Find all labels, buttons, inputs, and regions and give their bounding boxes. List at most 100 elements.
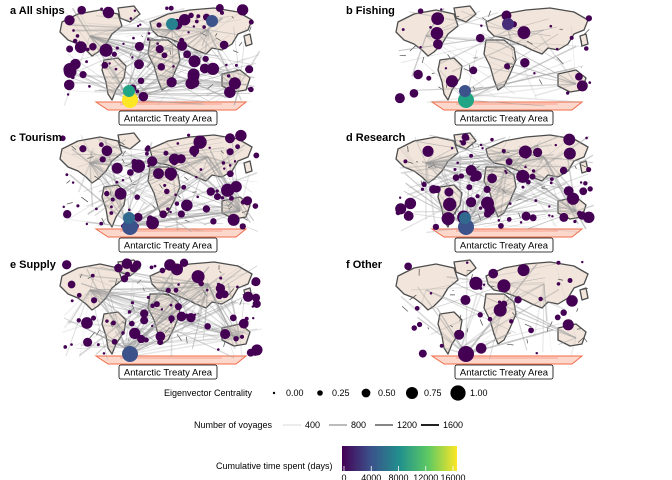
voyage-route (425, 157, 482, 164)
port-node (131, 56, 134, 59)
port-node (79, 71, 87, 79)
ata-label-box (118, 237, 218, 253)
port-node (183, 50, 192, 59)
port-node (227, 213, 240, 226)
port-node (429, 291, 433, 295)
port-node (434, 41, 443, 50)
voyage-route (203, 29, 209, 61)
voyage-route (112, 67, 126, 95)
port-node (135, 89, 140, 94)
voyage-route (148, 194, 241, 212)
voyage-route (417, 316, 467, 355)
border-line (169, 50, 172, 55)
port-node (460, 295, 471, 306)
port-node (221, 161, 226, 165)
port-node (75, 34, 80, 38)
voyage-route (189, 156, 209, 207)
voyage-route (89, 35, 250, 65)
voyage-route (507, 29, 514, 47)
voyage-route (415, 171, 577, 212)
voyage-route (111, 29, 173, 80)
voyage-route (129, 324, 210, 355)
port-node (66, 93, 70, 96)
time-colorbar-label: 12000 (413, 473, 438, 480)
port-node (98, 142, 104, 148)
border-line (556, 57, 564, 65)
port-node (121, 258, 133, 270)
port-node (215, 291, 224, 300)
voyage-route (411, 35, 427, 77)
voyage-route (425, 289, 516, 334)
map-panel-b: b Fishing Antarctic Treaty Area (346, 5, 593, 126)
port-node (461, 133, 470, 141)
port-node (151, 324, 154, 328)
port-node (469, 153, 474, 158)
ata-label: Antarctic Treaty Area (118, 110, 218, 126)
port-node (161, 52, 168, 59)
port-node (59, 135, 66, 142)
voyage-route (488, 283, 509, 360)
port-node (441, 212, 455, 226)
voyage-route (488, 56, 577, 85)
border-line (459, 314, 462, 322)
voyage-route (460, 207, 567, 222)
port-node (431, 12, 445, 26)
voyage-route (89, 35, 203, 81)
border-line (101, 217, 105, 224)
port-node (177, 283, 180, 286)
port-node (184, 14, 188, 18)
port-node (146, 37, 150, 41)
voyage-route (124, 165, 159, 222)
voyage-route (89, 267, 97, 291)
port-node (81, 317, 93, 329)
port-node (139, 23, 142, 26)
port-node (579, 187, 588, 196)
port-node (110, 320, 116, 326)
voyage-route (239, 27, 246, 85)
port-node (566, 192, 580, 205)
voyage-route (225, 147, 241, 212)
voyage-route (399, 156, 545, 169)
port-node (236, 4, 249, 16)
port-node (422, 145, 434, 157)
port-node (89, 43, 97, 51)
border-line (220, 150, 224, 154)
border-line (409, 294, 417, 301)
hub-node (502, 18, 514, 30)
voyage-route (86, 268, 131, 355)
port-node (587, 186, 593, 192)
port-node (191, 73, 200, 82)
voyage-route (460, 33, 559, 95)
port-node (187, 133, 191, 137)
port-node (157, 63, 166, 71)
voyage-route (171, 29, 200, 32)
voyage-route (120, 83, 241, 106)
voyage-route (171, 19, 241, 31)
port-node (206, 187, 216, 196)
centrality-legend: Eigenvector Centrality 0.00 0.25 0.50 0.75 1.… (164, 385, 488, 401)
centrality-key-dot (450, 385, 466, 401)
voyage-route (201, 29, 209, 47)
port-node (579, 181, 583, 184)
port-node (114, 67, 118, 71)
port-node (219, 40, 229, 50)
voyage-route (425, 162, 428, 183)
country-borders (79, 265, 248, 347)
port-node (487, 316, 493, 322)
voyage-route (233, 26, 241, 85)
port-node (100, 7, 103, 11)
port-node (74, 41, 87, 54)
voyage-route (207, 283, 236, 350)
port-node (223, 167, 226, 170)
port-node (252, 316, 255, 320)
voyage-route (89, 289, 212, 304)
port-node (403, 159, 408, 164)
voyage-route (96, 15, 209, 31)
port-node (229, 195, 234, 201)
voyage-route (570, 25, 577, 85)
port-node (168, 153, 180, 165)
port-node (238, 318, 249, 329)
voyage-route (89, 289, 153, 300)
port-node (76, 204, 80, 208)
voyage-route (465, 59, 572, 101)
